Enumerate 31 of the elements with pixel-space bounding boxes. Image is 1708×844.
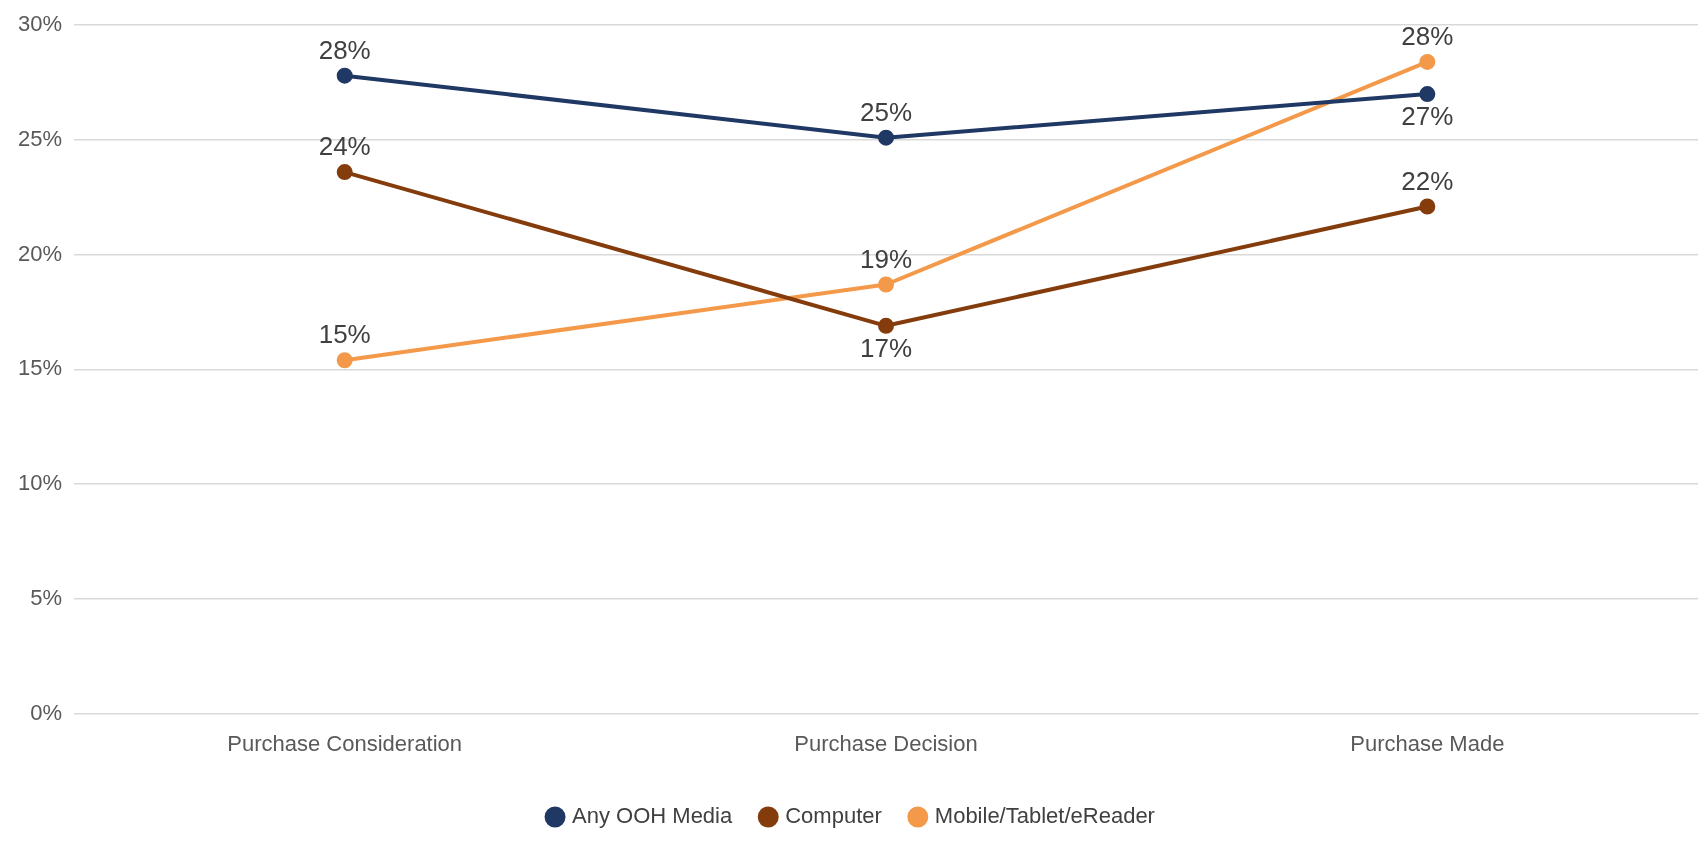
- y-tick-label: 15%: [17, 355, 63, 381]
- data-label: 17%: [859, 332, 913, 363]
- y-tick-label: 0%: [30, 699, 63, 725]
- data-label: 28%: [1401, 21, 1454, 52]
- data-label: 28%: [318, 34, 371, 65]
- data-label: 19%: [859, 243, 913, 274]
- y-tick-label: 10%: [17, 470, 63, 496]
- y-tick-label: 20%: [17, 240, 63, 266]
- point: [336, 67, 353, 84]
- x-tick-label: Purchase Consideration: [227, 730, 463, 756]
- data-label: 22%: [1401, 165, 1454, 196]
- point: [1419, 198, 1436, 215]
- y-tick-label: 5%: [30, 584, 63, 610]
- point: [878, 129, 895, 146]
- data-label: 25%: [859, 96, 913, 127]
- x-tick-label: Purchase Decision: [794, 730, 978, 756]
- point: [336, 164, 353, 181]
- legend-label: Any OOH Media: [572, 803, 733, 829]
- legend-label: Mobile/Tablet/eReader: [934, 803, 1155, 829]
- point: [336, 352, 353, 369]
- point: [1419, 53, 1436, 70]
- x-tick-label: Purchase Made: [1350, 730, 1505, 756]
- data-label: 24%: [318, 131, 371, 162]
- data-label: 15%: [318, 319, 371, 350]
- data-label: 27%: [1401, 101, 1454, 132]
- y-tick-label: 25%: [17, 126, 63, 151]
- point: [878, 276, 895, 293]
- point: [1419, 86, 1436, 103]
- legend-label: Computer: [785, 803, 882, 829]
- y-tick-label: 30%: [17, 11, 63, 37]
- point: [878, 317, 895, 334]
